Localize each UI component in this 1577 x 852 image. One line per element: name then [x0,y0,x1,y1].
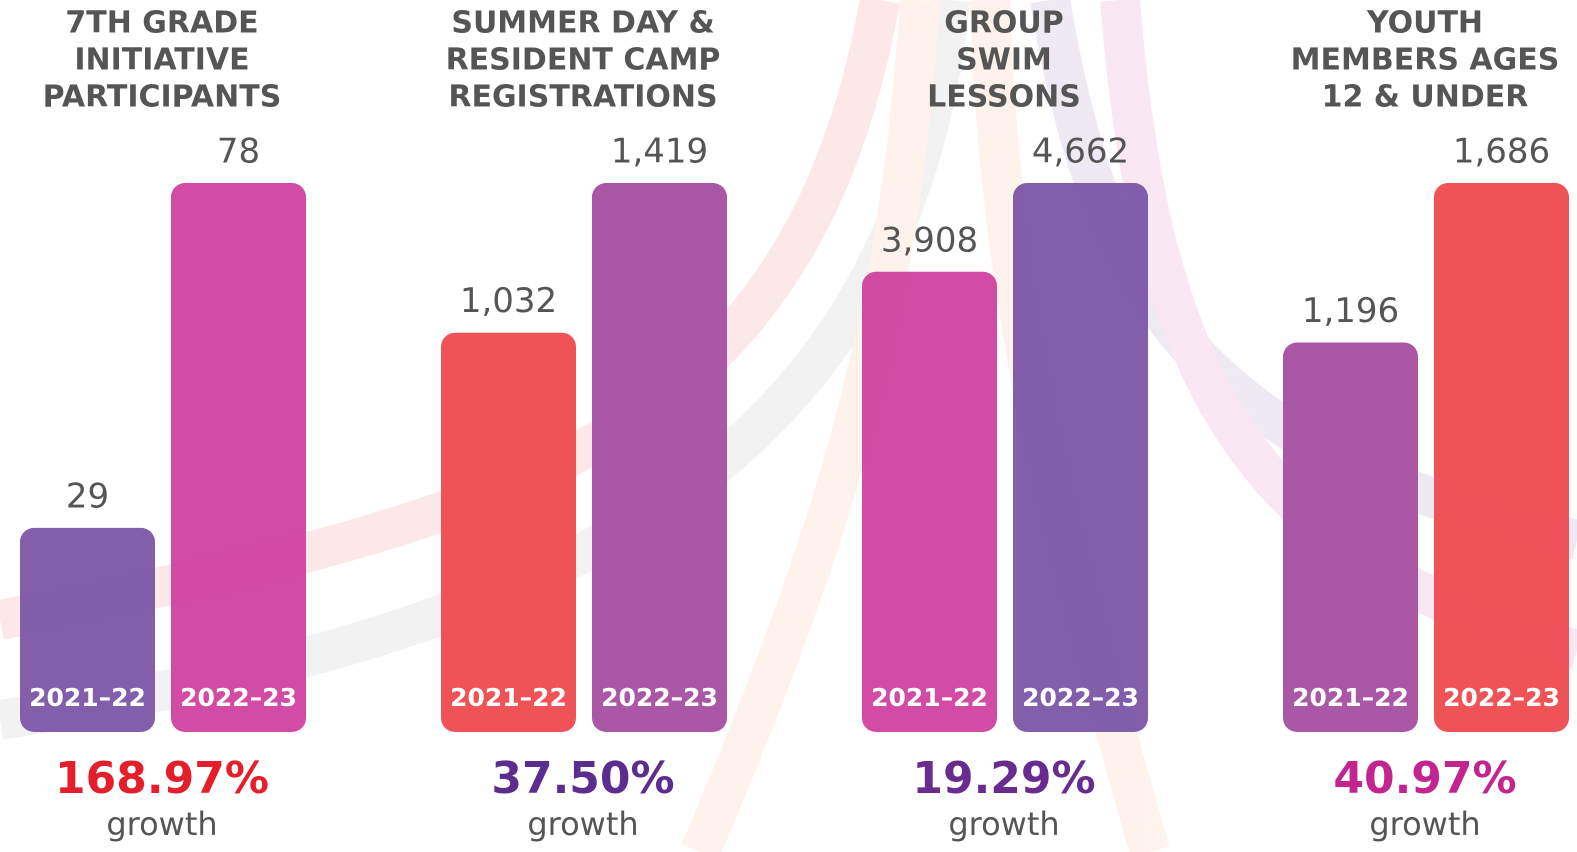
value-label: 78 [217,132,260,172]
bar [592,183,727,732]
panel-title: PARTICIPANTS [43,80,282,115]
infographic: 7TH GRADEINITIATIVEPARTICIPANTS 29 2021–22… [0,0,1577,852]
panel-title: SWIM [956,43,1052,78]
growth-value: 19.29% [912,753,1095,804]
bar [1283,343,1418,732]
category-label: 2021–22 [29,683,146,712]
bar [1434,183,1569,732]
panel-title: YOUTH [1366,6,1483,41]
panel-title: 12 & UNDER [1322,80,1529,115]
growth-note: growth [948,805,1059,843]
panel-title: INITIATIVE [74,43,249,78]
category-label: 2021–22 [450,683,567,712]
bar [862,272,997,732]
category-label: 2021–22 [1292,683,1409,712]
value-label: 29 [66,476,109,516]
category-label: 2022–23 [180,683,297,712]
panel-title: MEMBERS AGES [1291,43,1560,78]
panel-title: RESIDENT CAMP [446,43,721,78]
growth-value: 37.50% [491,753,674,804]
value-label: 4,662 [1032,132,1129,172]
growth-value: 168.97% [55,753,269,804]
growth-value: 40.97% [1333,753,1516,804]
bar [1013,183,1148,732]
panel-title: LESSONS [927,80,1081,115]
panel-title: SUMMER DAY & [451,6,714,41]
growth-note: growth [1369,805,1480,843]
category-label: 2022–23 [601,683,718,712]
growth-note: growth [106,805,217,843]
bar [441,333,576,732]
panel-title: GROUP [944,6,1064,41]
category-label: 2022–23 [1443,683,1560,712]
panel-title: REGISTRATIONS [448,80,717,115]
value-label: 3,908 [881,220,978,260]
bar [171,183,306,732]
value-label: 1,419 [611,132,708,172]
value-label: 1,032 [460,281,557,321]
value-label: 1,686 [1453,132,1550,172]
category-label: 2021–22 [871,683,988,712]
growth-note: growth [527,805,638,843]
value-label: 1,196 [1302,291,1399,331]
panel-title: 7TH GRADE [65,6,258,41]
category-label: 2022–23 [1022,683,1139,712]
